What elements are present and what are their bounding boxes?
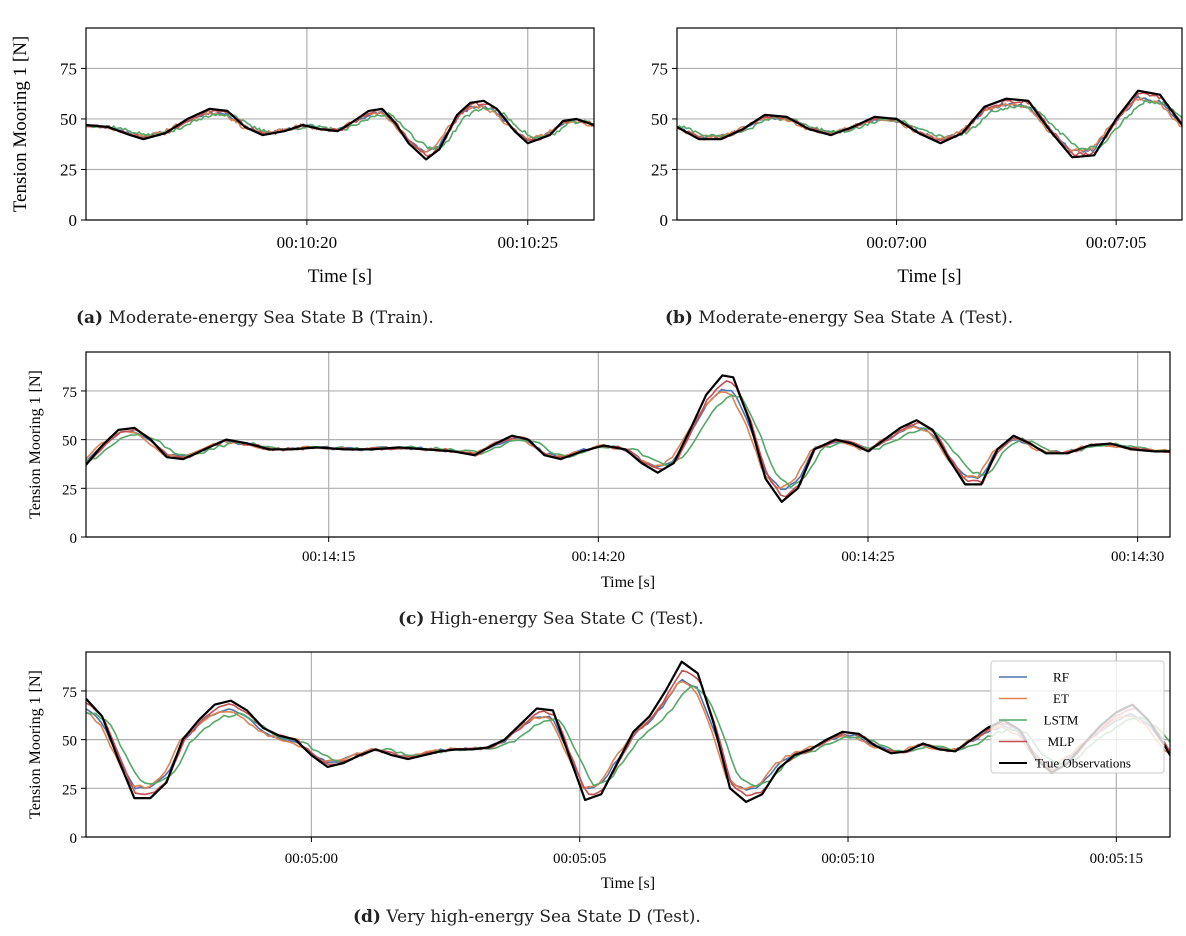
y-axis-title-c: Tension Mooring 1 [N] — [27, 370, 44, 519]
x-tick-label-c-0: 00:14:15 — [302, 549, 355, 565]
legend-label-2: LSTM — [1044, 713, 1079, 728]
y-tick-label-b-3: 75 — [651, 59, 668, 78]
x-tick-label-b-1: 00:07:05 — [1086, 233, 1146, 252]
caption-d-text: Very high-energy Sea State D (Test). — [386, 907, 701, 927]
x-tick-label-c-3: 00:14:30 — [1111, 549, 1164, 565]
series-line-lstm-a — [86, 106, 594, 150]
caption-d: (d) Very high-energy Sea State D (Test). — [353, 907, 701, 927]
x-tick-label-c-2: 00:14:25 — [841, 549, 894, 565]
plot-frame-a — [85, 27, 595, 221]
series-group-c — [86, 374, 1170, 503]
y-tick-label-a-0: 0 — [69, 211, 78, 230]
legend-label-4: True Observations — [1035, 756, 1131, 771]
caption-c: (c) High-energy Sea State C (Test). — [398, 609, 704, 629]
plot-frame-b — [676, 27, 1183, 221]
caption-b-tag: (b) — [665, 308, 693, 328]
series-group-d — [86, 660, 1170, 803]
y-tick-label-d-2: 50 — [62, 734, 77, 750]
y-tick-label-b-0: 0 — [660, 211, 669, 230]
legend-box — [990, 660, 1165, 774]
y-tick-label-a-3: 75 — [60, 59, 77, 78]
caption-b-text: Moderate-energy Sea State A (Test). — [698, 308, 1014, 328]
legend: RF ET LSTM MLP True Observations — [990, 660, 1165, 774]
series-group-a — [86, 99, 594, 161]
chart-panel-c: 0 25 50 75 00:14:15 00:14:20 00:14:25 00:14:30 T… — [27, 351, 1171, 591]
y-tick-label-d-1: 25 — [62, 782, 77, 798]
x-axis-title-d: Time [s] — [601, 875, 655, 892]
caption-a-text: Moderate-energy Sea State B (Train). — [108, 308, 434, 328]
x-tick-label-c-1: 00:14:20 — [572, 549, 625, 565]
series-line-mlp-c — [86, 379, 1170, 498]
chart-panel-d: 0 25 50 75 00:05:00 00:05:05 00:05:10 00:05:15 T… — [27, 651, 1171, 892]
x-tick-label-d-2: 00:05:10 — [821, 851, 874, 867]
x-tick-label-a-0: 00:10:20 — [277, 233, 337, 252]
series-line-true-observations-c — [86, 374, 1170, 503]
x-tick-label-d-3: 00:05:15 — [1090, 851, 1143, 867]
y-tick-label-b-1: 25 — [651, 160, 668, 179]
legend-label-3: MLP — [1048, 734, 1075, 749]
caption-a: (a) Moderate-energy Sea State B (Train). — [76, 308, 434, 328]
x-tick-label-a-1: 00:10:25 — [498, 233, 558, 252]
y-tick-label-c-3: 75 — [62, 385, 77, 401]
series-group-b — [677, 89, 1182, 159]
y-tick-label-d-3: 75 — [62, 685, 77, 701]
caption-c-text: High-energy Sea State C (Test). — [429, 609, 704, 629]
x-tick-label-d-0: 00:05:00 — [285, 851, 338, 867]
legend-label-0: RF — [1053, 670, 1069, 685]
caption-c-tag: (c) — [398, 609, 425, 629]
y-axis-title-a: Tension Mooring 1 [N] — [10, 36, 31, 213]
x-axis-title-c: Time [s] — [601, 574, 655, 591]
legend-label-1: ET — [1053, 691, 1069, 706]
series-line-true-observations-b — [677, 89, 1182, 159]
y-tick-label-b-2: 50 — [651, 110, 668, 129]
caption-a-tag: (a) — [76, 308, 104, 328]
chart-panel-a: 0 25 50 75 00:10:20 00:10:25 Time [s] Tension M… — [10, 27, 595, 287]
series-line-true-observations-a — [86, 99, 594, 161]
x-axis-title-a: Time [s] — [308, 266, 372, 287]
y-tick-label-c-1: 25 — [62, 482, 77, 498]
x-tick-label-d-1: 00:05:05 — [553, 851, 606, 867]
plot-frame-c — [85, 351, 1171, 538]
caption-b: (b) Moderate-energy Sea State A (Test). — [665, 308, 1013, 328]
plot-frame-d — [85, 651, 1171, 838]
series-line-rf-b — [677, 95, 1182, 153]
y-tick-label-c-2: 50 — [62, 434, 77, 450]
caption-d-tag: (d) — [353, 907, 381, 927]
y-axis-title-d: Tension Mooring 1 [N] — [27, 670, 44, 819]
chart-panel-b: 0 25 50 75 00:07:00 00:07:05 Time [s] — [651, 27, 1183, 287]
y-tick-label-a-1: 25 — [60, 160, 77, 179]
y-tick-label-c-0: 0 — [70, 531, 78, 547]
y-tick-label-d-0: 0 — [70, 831, 78, 847]
y-tick-label-a-2: 50 — [60, 110, 77, 129]
x-tick-label-b-0: 00:07:00 — [866, 233, 926, 252]
x-axis-title-b: Time [s] — [897, 266, 961, 287]
